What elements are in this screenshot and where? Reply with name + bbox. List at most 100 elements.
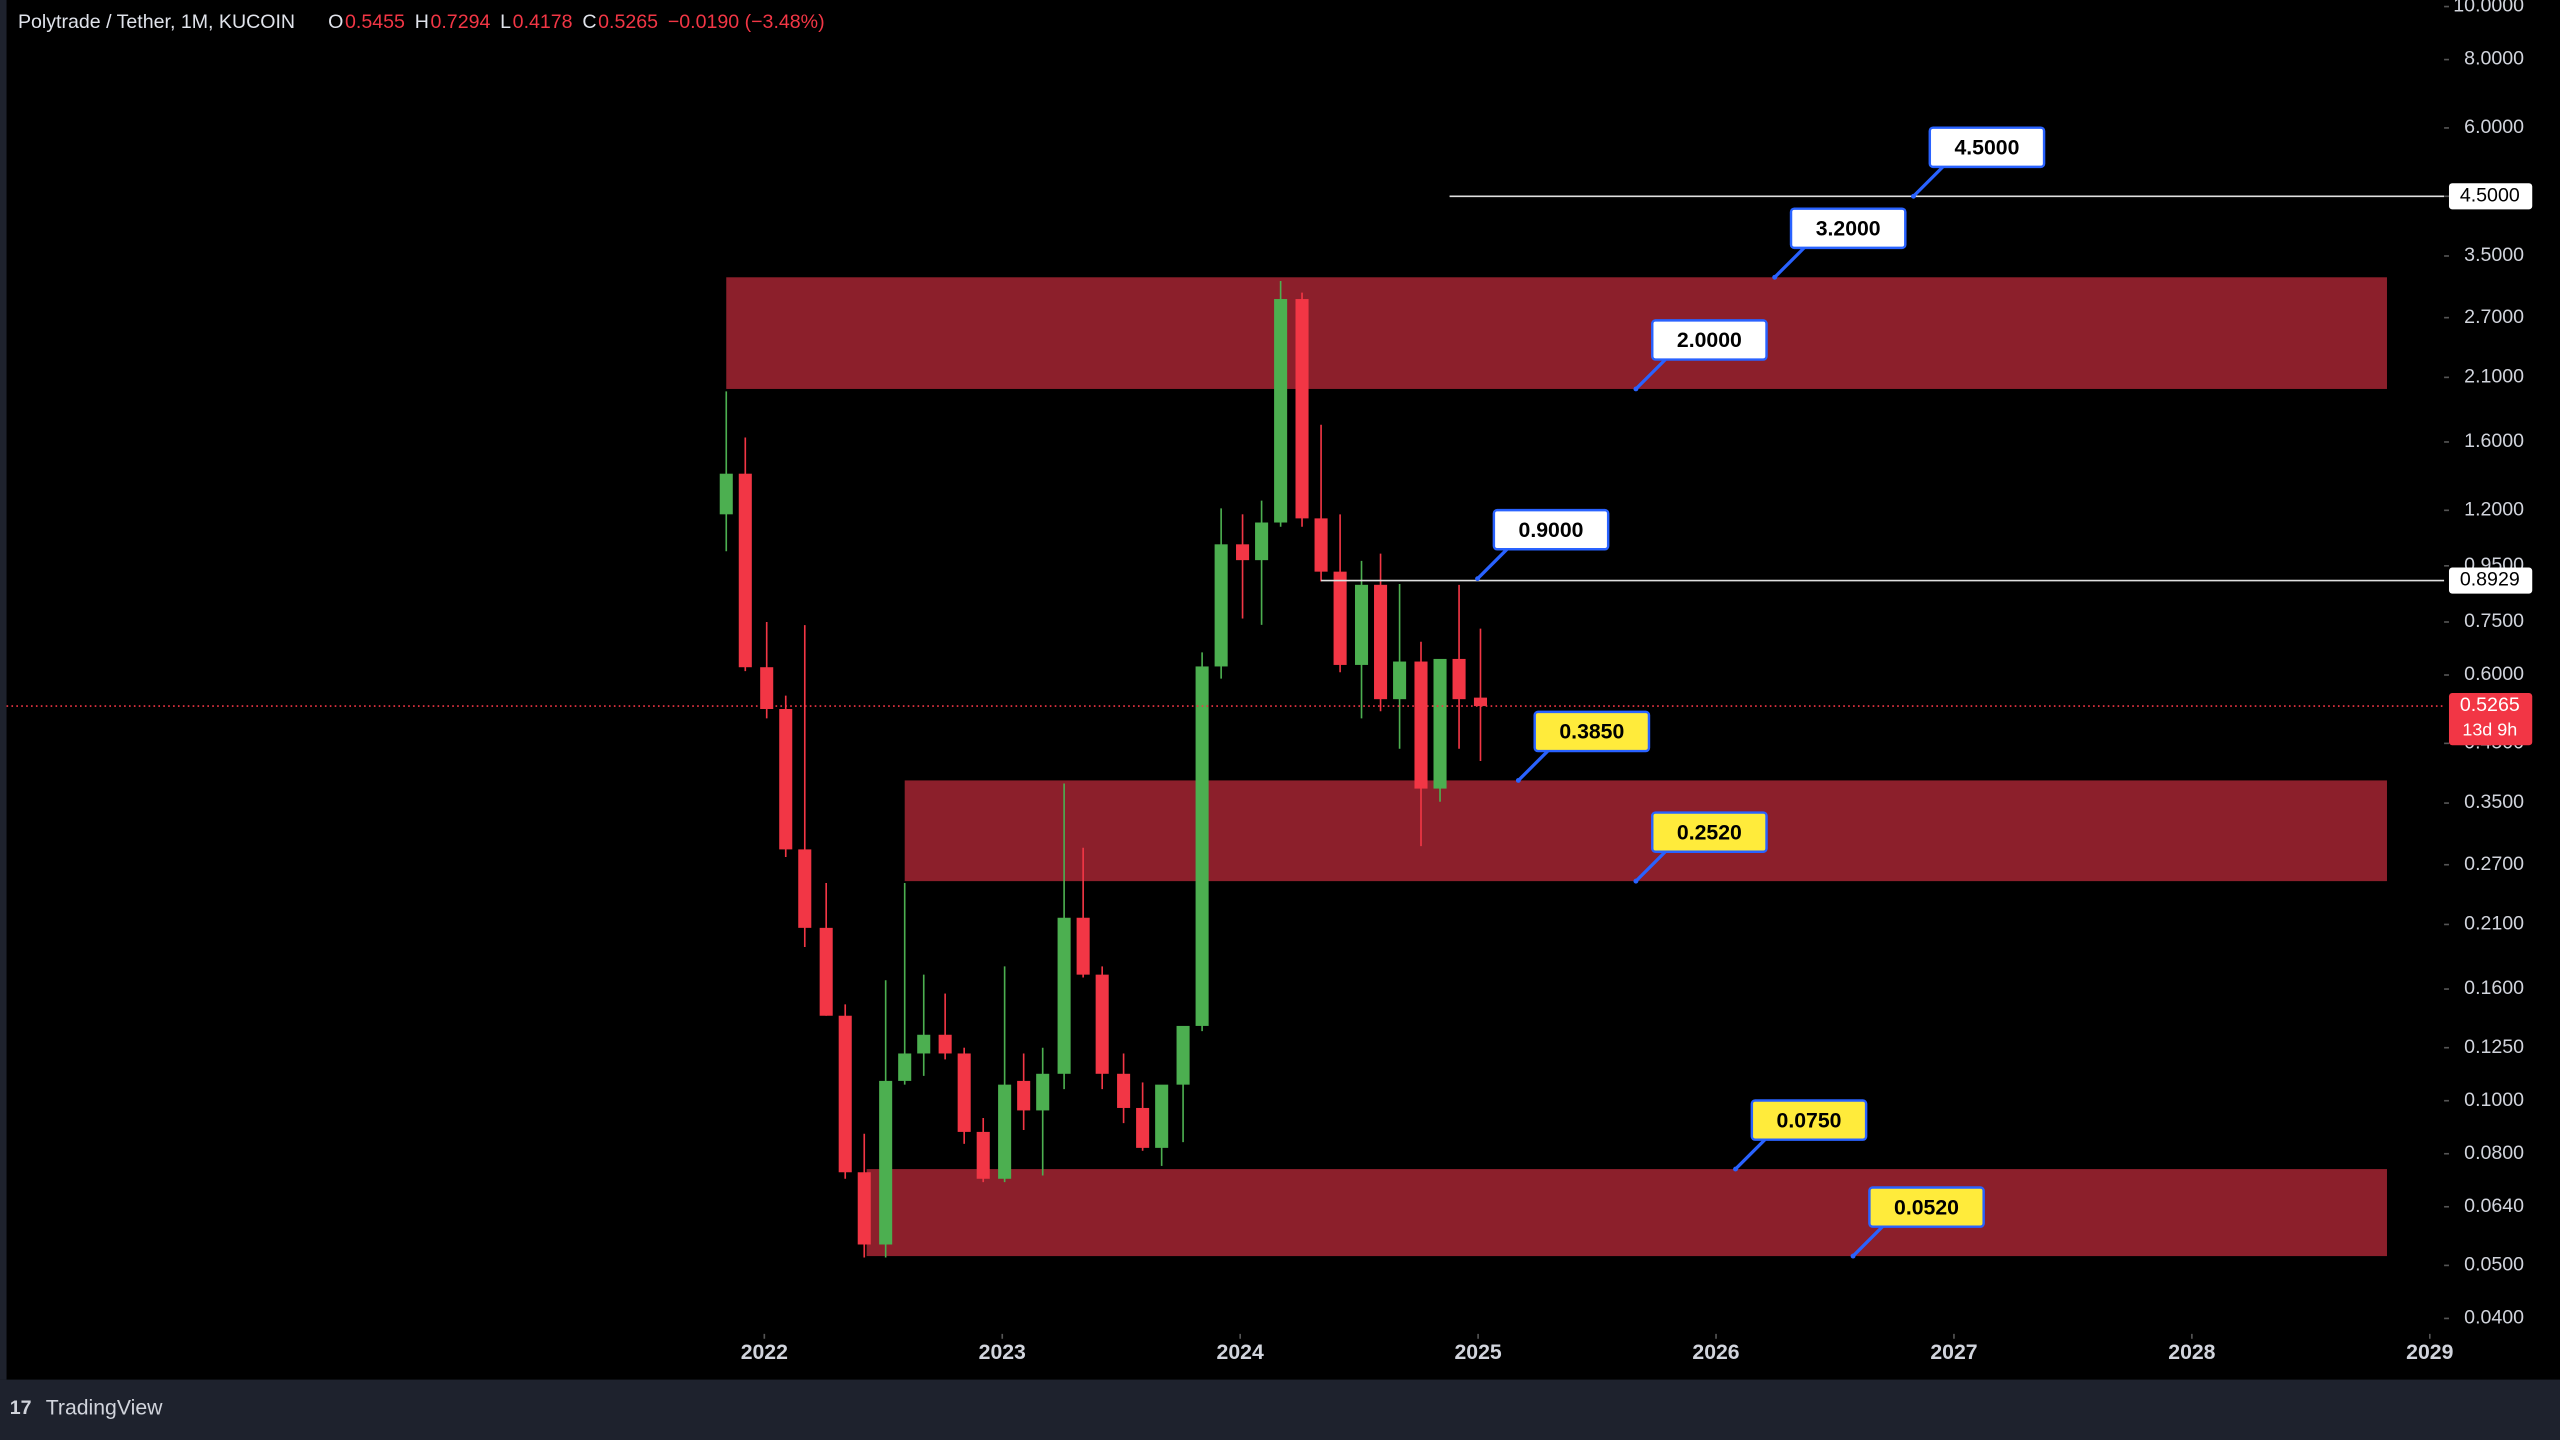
candle-body	[1036, 1073, 1050, 1111]
candle-body	[1076, 917, 1090, 975]
candle-body	[1176, 1025, 1190, 1085]
candle-body	[1017, 1080, 1031, 1111]
y-tick-label: 10.0000	[2453, 0, 2524, 17]
candle-body	[1414, 661, 1428, 789]
x-tick-label: 2027	[1930, 1341, 1977, 1364]
y-tick-label: 0.2700	[2464, 853, 2524, 875]
callout-pointer	[1912, 165, 1945, 198]
candle-body	[1274, 299, 1288, 523]
candle-body	[819, 927, 833, 1016]
callout-tip	[1911, 193, 1916, 199]
callout-label: 0.3850	[1559, 721, 1624, 744]
candle-body	[1136, 1107, 1150, 1148]
ohlc-value: 0.4178	[513, 11, 573, 33]
candle-body	[1333, 571, 1347, 665]
y-tick-label: 0.0500	[2464, 1254, 2524, 1276]
callout-label: 0.0750	[1777, 1109, 1842, 1132]
y-tick-label: 2.7000	[2464, 306, 2524, 328]
candle-body	[719, 473, 733, 515]
callout-pointer	[1851, 1225, 1884, 1258]
candle-body	[798, 849, 812, 928]
candle-body	[838, 1015, 852, 1173]
ohlc-header: O 0.5455 H 0.7294 L 0.4178 C 0.5265 −0.0190 (−3.…	[328, 11, 824, 33]
callout-tip	[1850, 1253, 1856, 1259]
last-price-tag	[2448, 692, 2533, 746]
ohlc-value: 0.7294	[430, 11, 490, 33]
y-tick-label: 0.1600	[2464, 977, 2524, 999]
callout-box	[1868, 1186, 1985, 1228]
callout-box	[1750, 1099, 1868, 1141]
callout-box	[1928, 126, 2046, 169]
bottom-bar	[0, 1379, 2560, 1440]
candle-body	[879, 1080, 893, 1245]
y-tick-label: 0.1000	[2464, 1089, 2524, 1111]
candle-body	[1473, 697, 1488, 707]
candle-body	[1214, 544, 1228, 667]
candle-body	[1057, 917, 1071, 1074]
price-tag	[2448, 183, 2533, 210]
ohlc-key: H	[415, 11, 429, 33]
callout-box	[1789, 207, 1907, 250]
y-tick-label: 1.6000	[2464, 430, 2524, 452]
candle-body	[1095, 974, 1109, 1074]
y-tick-label: 3.5000	[2464, 244, 2524, 266]
zone	[726, 277, 2387, 389]
plot-area: 4.5000 3.2000 2.0000 0.9000 0.3850 0.2520 0.07…	[6, 126, 2445, 1259]
footer-brand: TradingView	[46, 1397, 163, 1420]
last-price-label: 0.5265	[2460, 694, 2520, 716]
x-tick-label: 2022	[741, 1341, 788, 1364]
x-tick-label: 2026	[1692, 1341, 1739, 1364]
candle-body	[1314, 518, 1328, 572]
callout-label: 0.0520	[1894, 1196, 1959, 1219]
candle-body	[917, 1034, 931, 1054]
callout-tip	[1515, 777, 1521, 783]
callout-box	[1651, 811, 1768, 853]
callout-tip	[1633, 386, 1639, 392]
callout-tip	[1772, 274, 1778, 280]
zone	[904, 780, 2387, 882]
candle-body	[938, 1034, 952, 1054]
candle-body	[957, 1053, 971, 1132]
callout-tip	[1475, 576, 1480, 582]
candle-body	[779, 709, 793, 850]
y-tick-label: 6.0000	[2464, 116, 2524, 138]
candle-body	[1393, 661, 1407, 700]
y-tick-label: 0.0800	[2464, 1142, 2524, 1164]
candle-body	[1236, 544, 1250, 561]
candle-body	[1354, 584, 1369, 665]
x-tick-label: 2028	[2168, 1341, 2215, 1364]
callout-tip	[1733, 1166, 1738, 1172]
left-border	[0, 0, 7, 1380]
candle-body	[1374, 584, 1388, 700]
callout-box	[1533, 710, 1651, 753]
callout-pointer	[1517, 749, 1549, 782]
y-tick-label: 0.2100	[2464, 913, 2524, 935]
y-tick-label: 0.1250	[2464, 1036, 2524, 1058]
candle-body	[760, 667, 774, 710]
candle-body	[1195, 666, 1209, 1026]
callout-label: 0.2520	[1677, 821, 1742, 844]
callout-pointer	[1634, 850, 1667, 883]
price-tag	[2448, 567, 2533, 594]
candle-body	[1255, 522, 1269, 561]
ohlc-key: L	[500, 11, 511, 33]
candle-body	[976, 1131, 990, 1179]
callout-label: 2.0000	[1677, 329, 1742, 352]
price-tag-label: 0.8929	[2460, 569, 2520, 591]
callout-pointer	[1734, 1138, 1767, 1171]
ohlc-key: O	[328, 11, 343, 33]
y-tick-label: 0.0400	[2464, 1307, 2524, 1329]
y-tick-label: 8.0000	[2464, 48, 2524, 70]
y-tick-label: 0.7500	[2464, 610, 2524, 632]
callout-box	[1492, 508, 1610, 551]
change-value: −0.0190 (−3.48%)	[668, 11, 825, 33]
x-tick-label: 2023	[979, 1341, 1026, 1364]
candle-body	[738, 473, 752, 668]
candle-body	[1117, 1073, 1131, 1108]
candle-body	[1452, 658, 1466, 700]
y-tick-label: 0.0640	[2464, 1195, 2524, 1217]
x-tick-label: 2025	[1454, 1341, 1501, 1364]
y-tick-label: 2.1000	[2464, 366, 2524, 388]
